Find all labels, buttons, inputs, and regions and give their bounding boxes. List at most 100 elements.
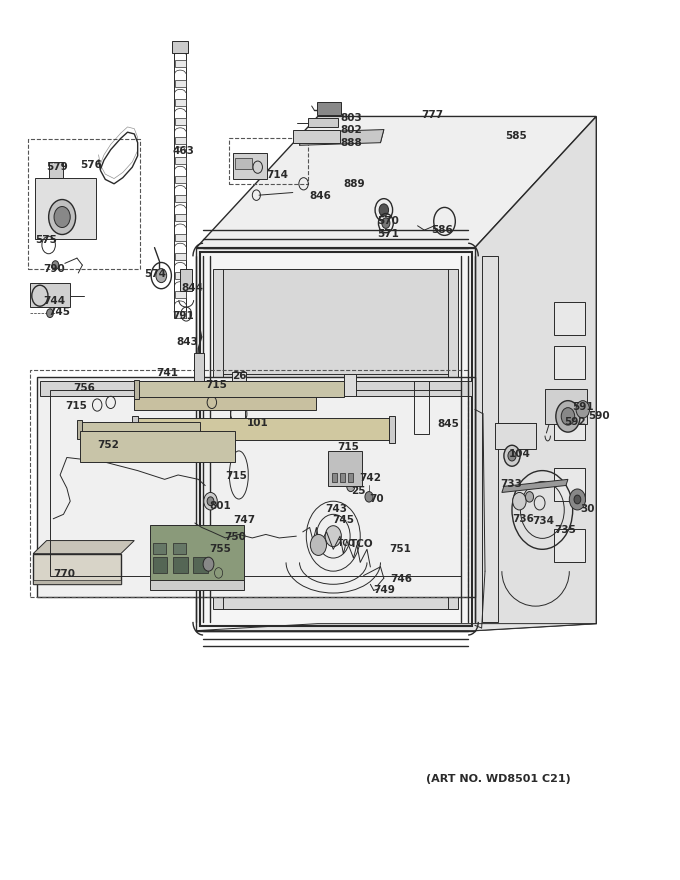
Polygon shape	[214, 269, 458, 609]
Bar	[554, 302, 585, 335]
Text: 715: 715	[65, 401, 87, 411]
Text: 889: 889	[343, 179, 365, 189]
Text: 26: 26	[232, 371, 247, 381]
Bar	[296, 499, 387, 593]
Bar	[175, 80, 186, 87]
Text: 574: 574	[144, 269, 167, 279]
Bar	[481, 256, 498, 622]
Circle shape	[504, 445, 520, 466]
Bar	[175, 176, 186, 183]
Polygon shape	[37, 377, 475, 598]
Bar	[152, 543, 166, 554]
Text: 777: 777	[421, 110, 443, 120]
Bar	[150, 580, 244, 590]
Bar	[173, 543, 186, 554]
Circle shape	[156, 268, 167, 282]
Bar	[137, 488, 296, 593]
Polygon shape	[197, 116, 596, 247]
Polygon shape	[475, 116, 596, 631]
Text: 746: 746	[390, 574, 413, 584]
Text: 803: 803	[340, 114, 362, 123]
Bar	[175, 137, 186, 144]
Circle shape	[47, 309, 53, 318]
Text: 744: 744	[44, 296, 65, 306]
Bar	[175, 118, 186, 125]
Text: 750: 750	[224, 532, 247, 542]
Text: 30: 30	[580, 504, 594, 514]
Text: 592: 592	[564, 416, 585, 427]
Text: 101: 101	[247, 417, 269, 428]
Bar	[35, 178, 96, 238]
Polygon shape	[299, 129, 384, 145]
Text: TCO: TCO	[338, 539, 356, 547]
Text: 571: 571	[377, 229, 399, 238]
Text: 586: 586	[431, 225, 453, 235]
Bar	[389, 415, 394, 443]
Text: 845: 845	[438, 419, 460, 429]
Polygon shape	[33, 554, 121, 584]
Text: 570: 570	[377, 216, 399, 226]
Text: 802: 802	[340, 126, 362, 136]
Bar	[175, 215, 186, 222]
Bar	[340, 473, 345, 482]
Circle shape	[556, 400, 580, 432]
Text: 846: 846	[309, 191, 332, 201]
Bar	[150, 524, 244, 582]
Circle shape	[204, 493, 217, 510]
Text: 576: 576	[80, 160, 102, 171]
Bar	[175, 195, 186, 202]
Circle shape	[508, 451, 516, 461]
Bar	[134, 396, 316, 410]
Text: 745: 745	[49, 307, 71, 318]
Bar	[78, 422, 200, 437]
Bar	[175, 157, 186, 164]
Circle shape	[52, 260, 58, 269]
Bar	[172, 41, 188, 54]
Bar	[200, 252, 471, 627]
Bar	[317, 102, 341, 114]
Bar	[193, 557, 208, 573]
Text: 844: 844	[182, 282, 203, 293]
Text: 755: 755	[209, 545, 231, 554]
Bar	[348, 473, 354, 482]
Polygon shape	[33, 580, 121, 584]
Bar	[30, 370, 468, 598]
Text: TCO: TCO	[350, 539, 373, 549]
Bar	[134, 418, 390, 440]
Circle shape	[203, 557, 214, 571]
Circle shape	[513, 493, 526, 510]
Text: 736: 736	[512, 514, 534, 524]
Circle shape	[310, 534, 326, 555]
Bar	[40, 380, 471, 396]
Text: 735: 735	[554, 525, 577, 535]
Text: 714: 714	[266, 170, 288, 180]
Text: 579: 579	[47, 162, 69, 172]
Text: (ART NO. WD8501 C21): (ART NO. WD8501 C21)	[426, 774, 571, 784]
Text: 741: 741	[156, 368, 179, 378]
Bar	[235, 158, 252, 169]
Bar	[233, 153, 267, 180]
Bar	[332, 473, 337, 482]
Text: 70: 70	[369, 494, 384, 503]
Bar	[554, 346, 585, 378]
Text: 590: 590	[588, 410, 610, 421]
Text: 733: 733	[500, 479, 522, 488]
Circle shape	[526, 492, 534, 502]
Bar	[495, 422, 536, 449]
Bar	[77, 420, 82, 439]
Bar	[175, 233, 186, 240]
Circle shape	[561, 407, 575, 425]
Bar	[554, 407, 585, 440]
Text: 791: 791	[173, 311, 194, 321]
Text: 752: 752	[97, 440, 119, 451]
Bar	[293, 130, 340, 143]
Bar	[152, 557, 167, 573]
Text: 585: 585	[505, 131, 527, 141]
Bar	[554, 529, 585, 562]
Circle shape	[54, 207, 70, 228]
Circle shape	[381, 218, 390, 229]
Bar	[194, 353, 205, 387]
Text: 745: 745	[333, 516, 354, 525]
Text: 715: 715	[225, 471, 248, 480]
Text: 463: 463	[173, 145, 194, 156]
